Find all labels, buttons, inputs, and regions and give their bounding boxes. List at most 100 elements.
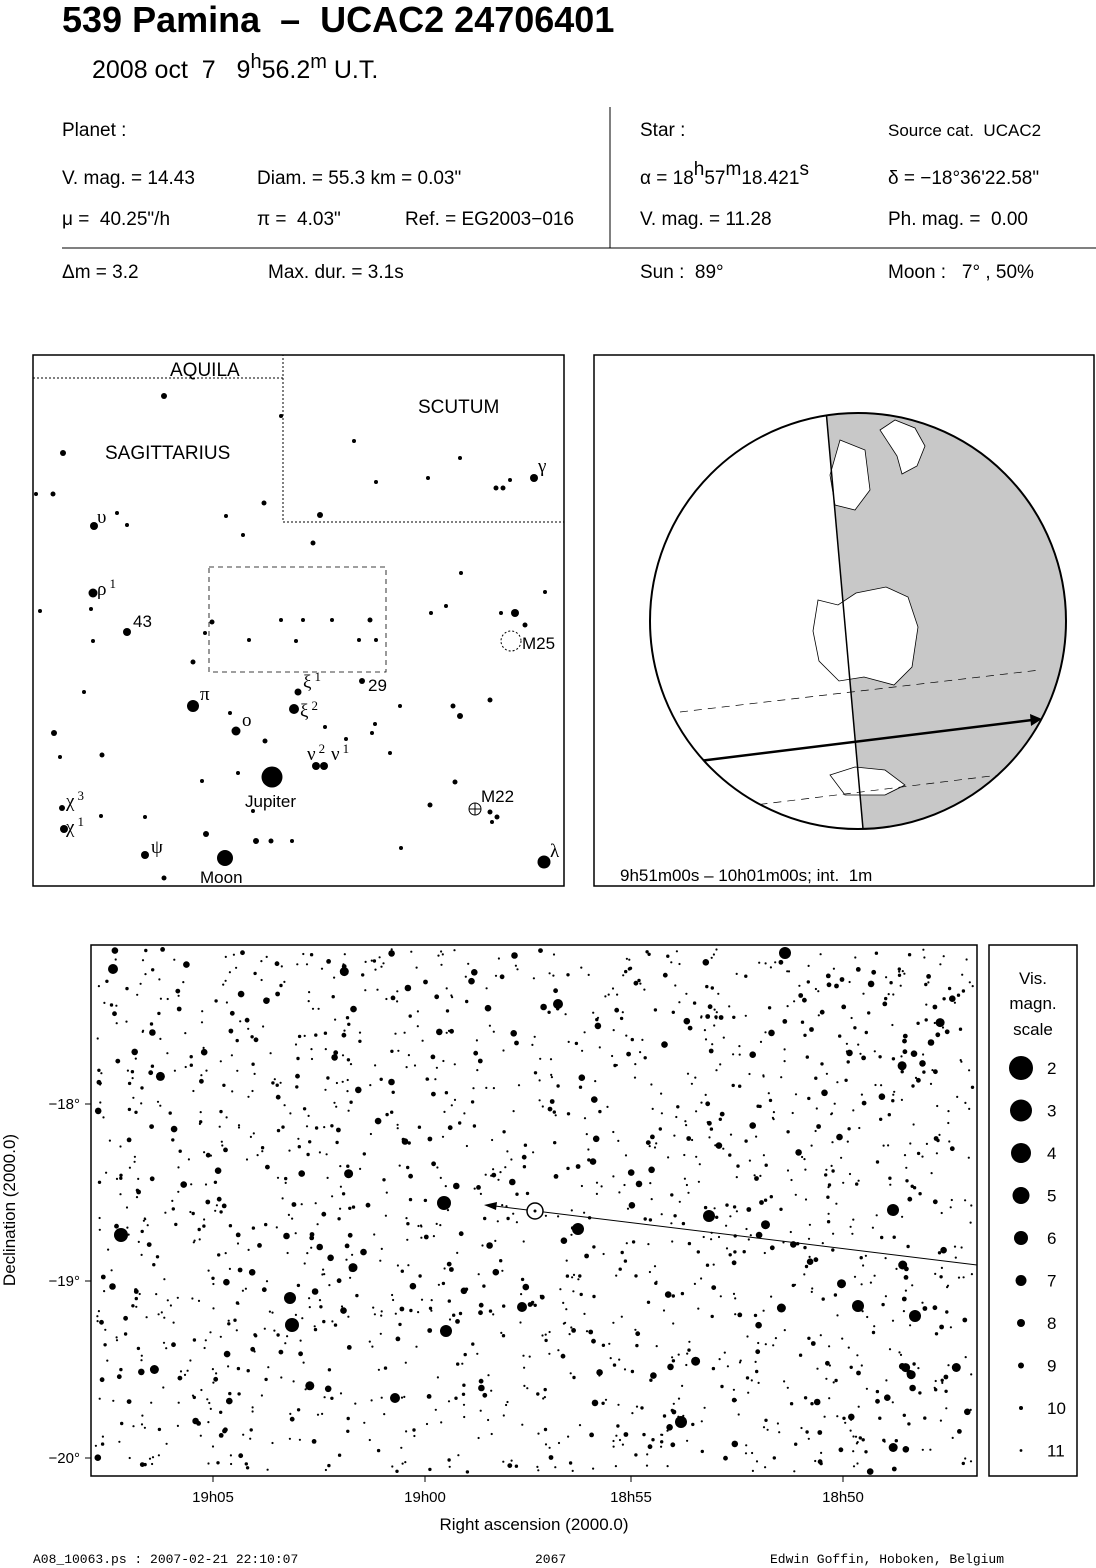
star bbox=[102, 1116, 105, 1119]
scale-dot bbox=[1019, 1406, 1023, 1410]
star bbox=[199, 1121, 202, 1124]
star bbox=[583, 1117, 587, 1120]
star bbox=[488, 1309, 493, 1313]
star bbox=[654, 1281, 658, 1286]
star bbox=[838, 1447, 844, 1453]
star bbox=[357, 638, 361, 642]
star bbox=[592, 1294, 596, 1299]
star bbox=[720, 1384, 724, 1389]
star bbox=[114, 1223, 119, 1229]
star bbox=[98, 1397, 101, 1400]
star bbox=[296, 1408, 301, 1412]
star bbox=[794, 1442, 798, 1446]
star bbox=[235, 1232, 241, 1238]
star bbox=[509, 1178, 516, 1186]
star bbox=[333, 1323, 338, 1327]
star bbox=[247, 638, 251, 642]
star bbox=[140, 1253, 143, 1256]
star bbox=[600, 1185, 603, 1188]
star bbox=[115, 1022, 118, 1025]
star bbox=[141, 851, 149, 859]
star bbox=[817, 990, 820, 993]
star bbox=[365, 1202, 371, 1208]
star bbox=[108, 964, 118, 974]
star bbox=[634, 1453, 638, 1457]
star bbox=[459, 571, 463, 575]
object-label: M25 bbox=[522, 634, 555, 653]
star bbox=[99, 1101, 102, 1104]
star bbox=[308, 1306, 311, 1309]
star bbox=[885, 1379, 888, 1382]
star bbox=[902, 1413, 906, 1418]
star bbox=[565, 1259, 568, 1262]
star bbox=[543, 1427, 548, 1432]
star bbox=[416, 1025, 419, 1028]
star bbox=[321, 1211, 327, 1217]
star bbox=[751, 1469, 755, 1472]
star bbox=[935, 1032, 941, 1038]
star bbox=[687, 1191, 690, 1194]
star bbox=[763, 1251, 766, 1255]
star bbox=[176, 1006, 182, 1012]
star bbox=[937, 1251, 942, 1255]
star bbox=[380, 1310, 383, 1313]
star bbox=[225, 1116, 228, 1119]
star bbox=[115, 1339, 119, 1342]
track bbox=[484, 1202, 978, 1266]
star bbox=[96, 1037, 99, 1040]
star bbox=[339, 1207, 342, 1210]
star bbox=[161, 393, 167, 399]
star bbox=[744, 1139, 748, 1143]
star bbox=[710, 986, 714, 990]
star bbox=[934, 1272, 937, 1275]
star bbox=[791, 1283, 795, 1288]
star bbox=[899, 984, 902, 987]
star bbox=[854, 956, 857, 959]
star bbox=[735, 972, 738, 976]
star bbox=[889, 981, 893, 985]
star bbox=[758, 1324, 761, 1328]
star bbox=[359, 678, 365, 684]
star bbox=[643, 1056, 647, 1060]
star bbox=[125, 523, 129, 527]
star bbox=[866, 1315, 869, 1319]
planet-pi: π = 4.03" bbox=[257, 209, 341, 230]
star bbox=[615, 1274, 618, 1277]
star bbox=[368, 1340, 371, 1343]
star bbox=[437, 1283, 440, 1286]
star bbox=[846, 1060, 850, 1064]
star bbox=[883, 1440, 886, 1443]
star bbox=[204, 1339, 207, 1342]
star-label: π bbox=[200, 684, 210, 705]
star bbox=[370, 959, 373, 962]
star bbox=[431, 1161, 436, 1167]
star bbox=[453, 1098, 457, 1101]
star bbox=[396, 1127, 399, 1130]
star bbox=[708, 1048, 714, 1054]
star bbox=[853, 1026, 857, 1030]
star bbox=[391, 1090, 395, 1095]
star bbox=[902, 1049, 908, 1055]
star bbox=[140, 1102, 143, 1105]
star bbox=[700, 1101, 703, 1104]
star bbox=[159, 1104, 162, 1107]
star bbox=[680, 1291, 685, 1296]
star bbox=[772, 1456, 776, 1460]
star bbox=[334, 1018, 337, 1021]
star bbox=[476, 1352, 479, 1355]
star bbox=[945, 1310, 949, 1314]
star bbox=[875, 1398, 880, 1404]
star bbox=[517, 1084, 521, 1087]
star bbox=[764, 1466, 767, 1469]
star bbox=[189, 1359, 192, 1362]
star bbox=[324, 1468, 327, 1472]
star bbox=[412, 1428, 416, 1432]
star bbox=[190, 659, 196, 665]
star bbox=[696, 1250, 700, 1254]
star bbox=[482, 1284, 486, 1288]
star bbox=[713, 1024, 716, 1027]
star bbox=[516, 968, 519, 971]
star bbox=[684, 1120, 687, 1123]
star bbox=[228, 1267, 231, 1270]
alpha-min: 57 bbox=[704, 168, 725, 189]
